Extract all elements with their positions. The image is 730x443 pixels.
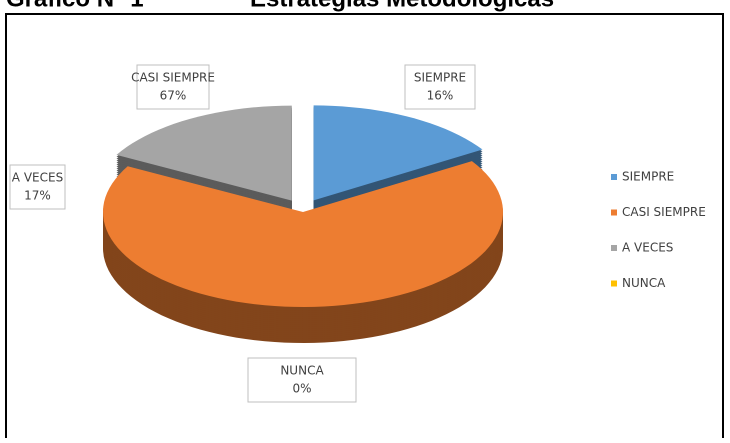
slice [313, 105, 483, 201]
chart-title: Gráfico N° 1 [6, 0, 144, 12]
legend-label: A VECES [622, 241, 673, 255]
data-label-box [136, 64, 210, 110]
legend-label: NUNCA [622, 276, 666, 290]
legend-swatch [611, 209, 617, 216]
data-label: 16% [427, 89, 454, 103]
data-label-box [404, 64, 476, 110]
data-label: 0% [292, 382, 311, 396]
data-label: 67% [160, 89, 187, 103]
data-label-box [247, 357, 357, 403]
data-label-name: SIEMPRE [414, 71, 466, 85]
legend-swatch [611, 174, 617, 180]
data-label: 17% [24, 189, 51, 203]
slice [116, 105, 292, 201]
legend-swatch [611, 280, 617, 287]
slice [103, 161, 503, 307]
chart-frame [5, 13, 724, 443]
legend-swatch [611, 245, 617, 251]
legend-label: SIEMPRE [622, 170, 674, 184]
data-label-name: A VECES [12, 171, 63, 185]
data-label-name: CASI SIEMPRE [131, 71, 215, 85]
data-label-box [9, 164, 66, 210]
chart-subtitle: Estrategias Metodológicas [250, 0, 554, 12]
data-label-name: NUNCA [280, 364, 324, 378]
legend-label: CASI SIEMPRE [622, 205, 706, 219]
